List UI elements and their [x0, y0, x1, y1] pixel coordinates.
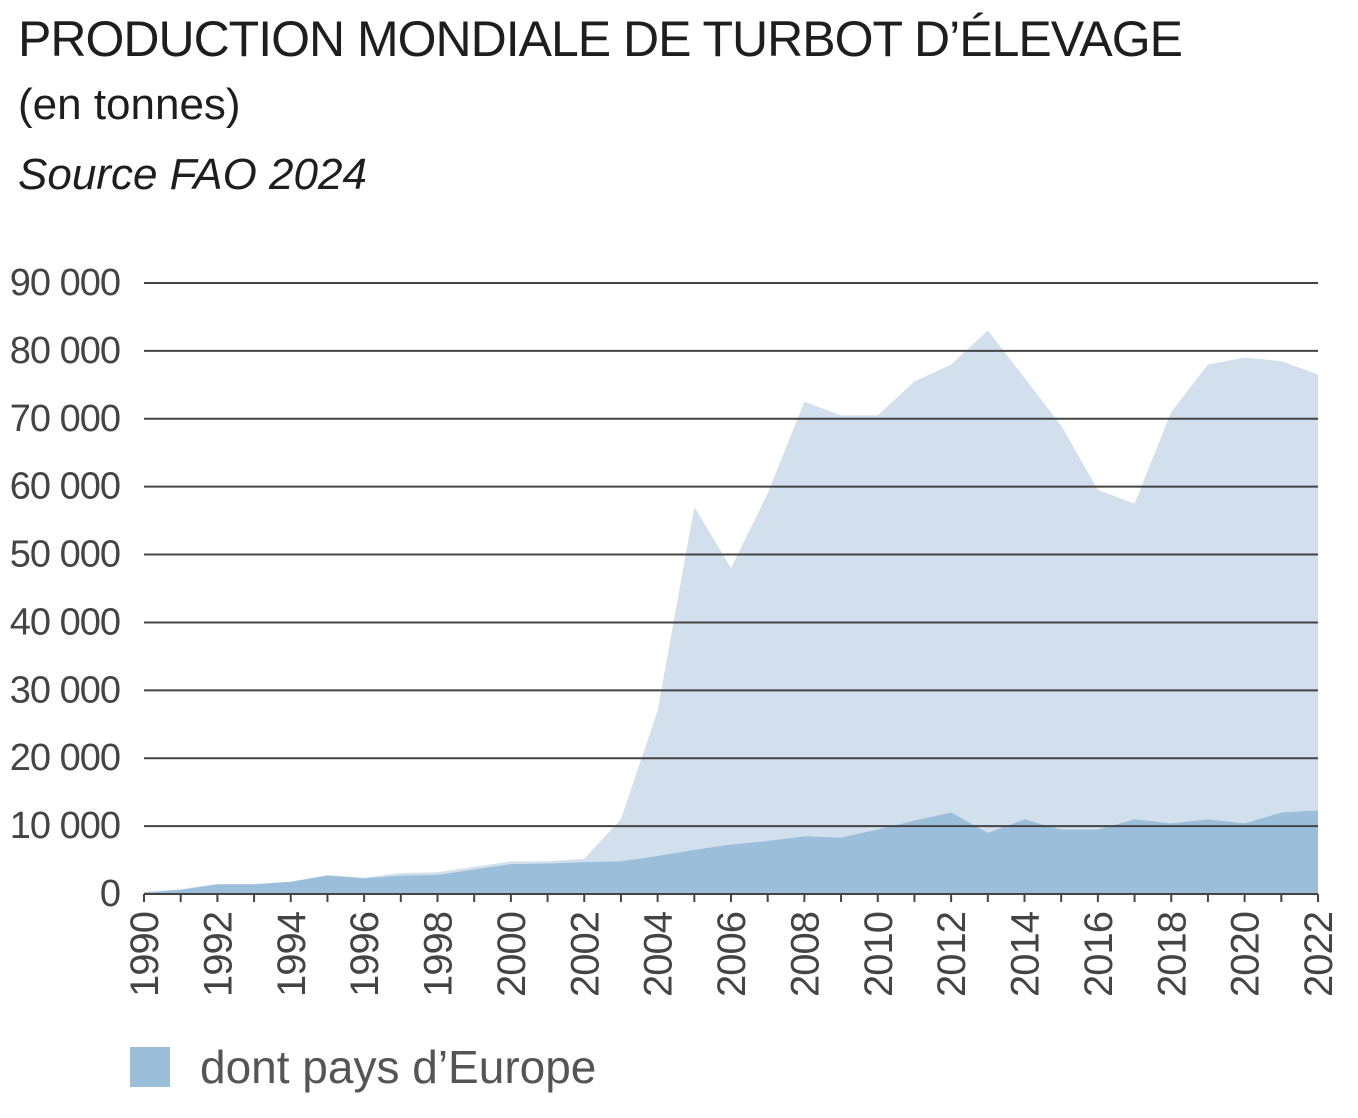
y-tick-label: 90 000 — [10, 262, 120, 304]
x-tick-label: 2016 — [1077, 912, 1121, 997]
chart-subtitle: (en tonnes) — [18, 80, 241, 129]
legend-label-europe: dont pays d’Europe — [200, 1041, 597, 1093]
x-tick-label: 2008 — [783, 912, 827, 997]
x-tick-label: 2000 — [490, 912, 534, 997]
y-tick-label: 40 000 — [10, 601, 120, 643]
chart-title: PRODUCTION MONDIALE DE TURBOT D’ÉLEVAGE — [18, 11, 1183, 67]
y-tick-label: 20 000 — [10, 737, 120, 779]
legend-swatch-europe — [130, 1047, 170, 1087]
y-tick-label: 0 — [100, 873, 120, 915]
x-tick-label: 1990 — [123, 912, 167, 997]
y-tick-label: 30 000 — [10, 669, 120, 711]
x-tick-label: 2014 — [1004, 911, 1048, 997]
x-tick-label: 2020 — [1224, 912, 1268, 997]
y-tick-label: 60 000 — [10, 466, 120, 508]
x-tick-label: 2022 — [1297, 912, 1341, 997]
x-tick-label: 1996 — [343, 912, 387, 997]
y-tick-label: 10 000 — [10, 805, 120, 847]
x-tick-label: 2006 — [710, 912, 754, 997]
x-tick-label: 2018 — [1150, 912, 1194, 997]
chart-source: Source FAO 2024 — [18, 150, 367, 199]
y-tick-label: 80 000 — [10, 330, 120, 372]
x-tick-label: 1998 — [417, 912, 461, 997]
x-tick-label: 2004 — [637, 911, 681, 997]
legend: dont pays d’Europe — [130, 1040, 596, 1094]
y-tick-label: 70 000 — [10, 398, 120, 440]
x-tick-label: 1994 — [270, 911, 314, 997]
x-tick-label: 2010 — [857, 912, 901, 997]
x-tick-label: 2002 — [563, 912, 607, 997]
x-tick-label: 1992 — [196, 912, 240, 997]
x-tick-label: 2012 — [930, 912, 974, 997]
world-area — [144, 330, 1318, 894]
europe-area — [144, 810, 1318, 894]
y-tick-label: 50 000 — [10, 534, 120, 576]
